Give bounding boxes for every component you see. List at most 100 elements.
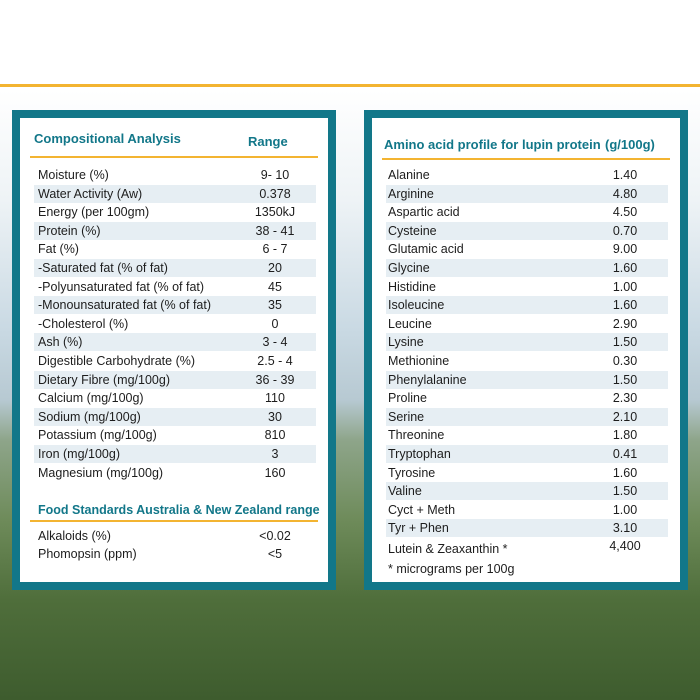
row-value: 1.50	[612, 335, 638, 350]
row-value: 3.10	[612, 521, 638, 536]
row-background	[386, 296, 668, 315]
row-value: 20	[268, 261, 282, 275]
row-label: Isoleucine	[388, 298, 445, 313]
column-header: Range	[248, 134, 288, 149]
row-label: Tryptophan	[388, 447, 451, 461]
row-background	[34, 184, 316, 203]
row-label: Methionine	[388, 354, 450, 368]
row-label: Arginine	[388, 186, 434, 201]
row-value: 1.50	[612, 484, 638, 499]
row-label: Lysine	[388, 335, 424, 350]
row-background	[386, 259, 668, 277]
row-value: 1.00	[612, 502, 638, 517]
row-value: 6 - 7	[262, 242, 288, 257]
row-value: 3 - 4	[262, 335, 288, 350]
row-label: Sodium (mg/100g)	[38, 409, 141, 424]
row-value: 1.60	[612, 465, 638, 480]
row-background	[34, 407, 316, 426]
row-label: Valine	[388, 484, 422, 499]
row-label: Threonine	[388, 428, 445, 443]
row-value: 110	[265, 391, 285, 406]
row-value: 810	[264, 428, 286, 443]
row-label: Alanine	[388, 168, 430, 182]
row-value: 4.50	[612, 205, 638, 220]
row-label: Alkaloids (%)	[38, 529, 111, 543]
row-label: Calcium (mg/100g)	[38, 391, 144, 406]
row-value: 4,400	[609, 539, 641, 553]
row-value: 1.50	[612, 372, 638, 387]
underline	[30, 520, 318, 522]
row-background	[34, 259, 316, 277]
row-value: <5	[267, 546, 283, 561]
row-label: Water Activity (Aw)	[38, 186, 143, 201]
composition-panel: Compositional Analysis Range Food Standa…	[12, 110, 336, 590]
row-value: 1.60	[612, 261, 638, 275]
row-value: 45	[268, 279, 282, 294]
row-label: Potassium (mg/100g)	[38, 428, 157, 443]
row-value: 0.41	[612, 447, 638, 461]
row-label: Fat (%)	[38, 242, 79, 257]
row-label: Aspartic acid	[388, 205, 460, 220]
row-background	[386, 221, 668, 240]
row-label: -Polyunsaturated fat (% of fat)	[38, 279, 205, 294]
row-background	[386, 370, 668, 389]
row-background	[386, 482, 668, 501]
row-value: 2.90	[612, 316, 638, 331]
row-value: 38 - 41	[255, 223, 295, 238]
row-value: 35	[268, 298, 282, 313]
row-label: Phomopsin (ppm)	[38, 546, 137, 561]
row-background	[34, 445, 316, 463]
row-label: Moisture (%)	[38, 168, 109, 182]
row-label: Proline	[388, 391, 427, 406]
row-label: Cysteine	[388, 223, 437, 238]
row-value: 0	[271, 316, 279, 331]
row-label: Glycine	[388, 261, 430, 275]
section-title: Food Standards Australia & New Zealand r…	[38, 503, 320, 517]
row-label: Leucine	[388, 316, 432, 331]
row-label: Phenylalanine	[388, 372, 467, 387]
row-value: 0.70	[612, 223, 638, 238]
row-value: 2.10	[612, 409, 638, 424]
row-value: 2.30	[612, 391, 638, 406]
row-background	[34, 370, 316, 389]
row-background	[386, 407, 668, 426]
row-background	[34, 296, 316, 315]
row-label: Energy (per 100gm)	[38, 205, 150, 220]
row-label: Magnesium (mg/100g)	[38, 465, 164, 480]
row-value: 2.5 - 4	[257, 354, 293, 368]
row-label: Cyct + Meth	[388, 502, 456, 517]
row-label: Serine	[388, 409, 425, 424]
row-value: 0.30	[612, 354, 638, 368]
row-value: 1.40	[612, 168, 638, 182]
row-value: 1.00	[612, 279, 638, 294]
row-value: 9- 10	[260, 168, 290, 182]
row-value: 3	[271, 447, 279, 461]
row-label: Digestible Carbohydrate (%)	[38, 354, 196, 368]
row-label: Tyrosine	[388, 465, 436, 480]
row-background	[34, 221, 316, 240]
row-label: -Saturated fat (% of fat)	[38, 261, 168, 275]
panel-title: Compositional Analysis	[34, 131, 181, 146]
accent-line	[0, 84, 700, 87]
row-label: Histidine	[388, 279, 436, 294]
row-background	[386, 333, 668, 352]
underline	[382, 158, 670, 160]
row-value: 1.80	[612, 428, 638, 443]
row-label: Glutamic acid	[388, 242, 464, 257]
row-value: 30	[268, 409, 282, 424]
row-label: Protein (%)	[38, 223, 101, 238]
row-label: Lutein & Zeaxanthin *	[388, 542, 508, 556]
row-label: -Monounsaturated fat (% of fat)	[38, 298, 212, 313]
panel-title: Amino acid profile for lupin protein	[384, 137, 601, 152]
row-value: 160	[264, 465, 286, 480]
row-label: -Cholesterol (%)	[38, 316, 129, 331]
row-value: 9.00	[612, 242, 638, 257]
row-background	[386, 519, 668, 538]
row-label: Dietary Fibre (mg/100g)	[38, 372, 170, 387]
row-background	[34, 333, 316, 352]
row-background	[386, 184, 668, 203]
row-value: 4.80	[612, 186, 638, 201]
row-value: 1350kJ	[254, 205, 296, 220]
column-header: (g/100g)	[605, 137, 655, 152]
